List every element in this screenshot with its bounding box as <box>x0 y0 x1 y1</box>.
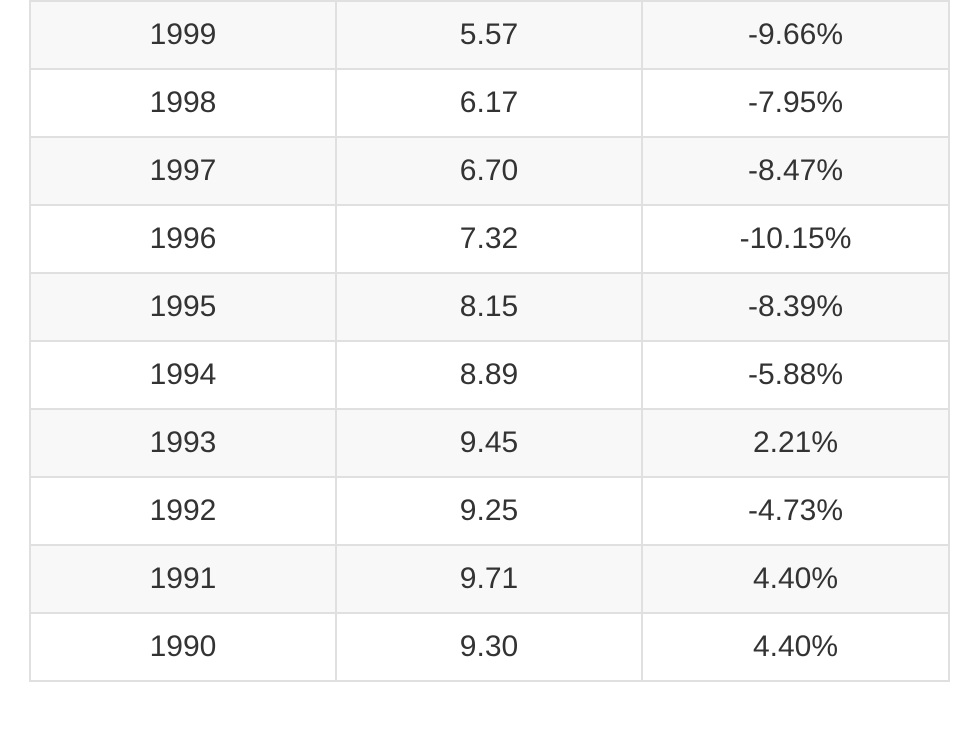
table-row: 1990 9.30 4.40% <box>29 612 950 682</box>
value-cell: 8.89 <box>335 340 643 410</box>
year-cell: 1991 <box>29 544 337 614</box>
year-cell: 1998 <box>29 68 337 138</box>
value-cell: 9.25 <box>335 476 643 546</box>
year-cell: 1999 <box>29 0 337 70</box>
table-row: 1995 8.15 -8.39% <box>29 272 950 342</box>
table-row: 1997 6.70 -8.47% <box>29 136 950 206</box>
value-cell: 7.32 <box>335 204 643 274</box>
change-cell: -5.88% <box>641 340 950 410</box>
year-cell: 1995 <box>29 272 337 342</box>
value-cell: 9.45 <box>335 408 643 478</box>
table-row: 1996 7.32 -10.15% <box>29 204 950 274</box>
value-cell: 6.17 <box>335 68 643 138</box>
change-cell: -8.47% <box>641 136 950 206</box>
table-row: 1994 8.89 -5.88% <box>29 340 950 410</box>
change-cell: -7.95% <box>641 68 950 138</box>
table-row: 1998 6.17 -7.95% <box>29 68 950 138</box>
value-cell: 6.70 <box>335 136 643 206</box>
table-row: 1991 9.71 4.40% <box>29 544 950 614</box>
change-cell: -8.39% <box>641 272 950 342</box>
change-cell: 4.40% <box>641 544 950 614</box>
year-cell: 1994 <box>29 340 337 410</box>
table-row: 1993 9.45 2.21% <box>29 408 950 478</box>
value-cell: 9.30 <box>335 612 643 682</box>
change-cell: 2.21% <box>641 408 950 478</box>
table-row: 1992 9.25 -4.73% <box>29 476 950 546</box>
table-row: 1999 5.57 -9.66% <box>29 0 950 70</box>
year-cell: 1997 <box>29 136 337 206</box>
value-cell: 9.71 <box>335 544 643 614</box>
change-cell: -4.73% <box>641 476 950 546</box>
data-table-container: 1999 5.57 -9.66% 1998 6.17 -7.95% 1997 6… <box>29 0 950 682</box>
year-cell: 1992 <box>29 476 337 546</box>
year-cell: 1990 <box>29 612 337 682</box>
year-cell: 1996 <box>29 204 337 274</box>
year-cell: 1993 <box>29 408 337 478</box>
change-cell: -9.66% <box>641 0 950 70</box>
change-cell: -10.15% <box>641 204 950 274</box>
value-cell: 5.57 <box>335 0 643 70</box>
data-table: 1999 5.57 -9.66% 1998 6.17 -7.95% 1997 6… <box>29 0 950 682</box>
change-cell: 4.40% <box>641 612 950 682</box>
value-cell: 8.15 <box>335 272 643 342</box>
